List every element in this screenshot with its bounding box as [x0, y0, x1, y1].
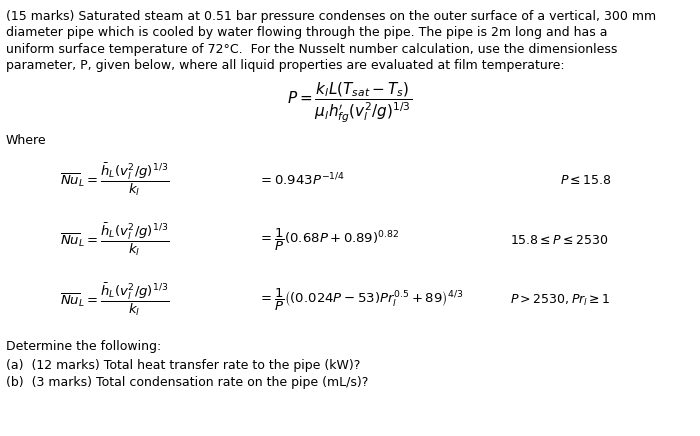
Text: $\overline{Nu}_{L} = \dfrac{\bar{h}_L(v_l^2/g)^{1/3}}{k_l}$: $\overline{Nu}_{L} = \dfrac{\bar{h}_L(v_… — [60, 222, 169, 258]
Text: $\overline{Nu}_{L} = \dfrac{\bar{h}_L(v_l^2/g)^{1/3}}{k_l}$: $\overline{Nu}_{L} = \dfrac{\bar{h}_L(v_… — [60, 162, 169, 198]
Text: $P = \dfrac{k_l L(T_{sat} - T_s)}{\mu_l h^{\prime}_{fg}(v_l^2/g)^{1/3}}$: $P = \dfrac{k_l L(T_{sat} - T_s)}{\mu_l … — [288, 80, 412, 125]
Text: $= 0.943P^{-1/4}$: $= 0.943P^{-1/4}$ — [258, 172, 345, 188]
Text: parameter, P, given below, where all liquid properties are evaluated at film tem: parameter, P, given below, where all liq… — [6, 59, 565, 72]
Text: (15 marks) Saturated steam at 0.51 bar pressure condenses on the outer surface o: (15 marks) Saturated steam at 0.51 bar p… — [6, 10, 656, 23]
Text: $\overline{Nu}_{L} = \dfrac{\bar{h}_L(v_l^2/g)^{1/3}}{k_l}$: $\overline{Nu}_{L} = \dfrac{\bar{h}_L(v_… — [60, 282, 169, 318]
Text: $15.8 \leq P \leq 2530$: $15.8 \leq P \leq 2530$ — [510, 234, 609, 246]
Text: (a)  (12 marks) Total heat transfer rate to the pipe (kW)?: (a) (12 marks) Total heat transfer rate … — [6, 359, 360, 372]
Text: (b)  (3 marks) Total condensation rate on the pipe (mL/s)?: (b) (3 marks) Total condensation rate on… — [6, 376, 368, 389]
Text: Determine the following:: Determine the following: — [6, 340, 161, 353]
Text: diameter pipe which is cooled by water flowing through the pipe. The pipe is 2m : diameter pipe which is cooled by water f… — [6, 27, 608, 40]
Text: uniform surface temperature of 72°C.  For the Nusselt number calculation, use th: uniform surface temperature of 72°C. For… — [6, 43, 617, 56]
Text: $P > 2530, Pr_l \geq 1$: $P > 2530, Pr_l \geq 1$ — [510, 293, 610, 307]
Text: $= \dfrac{1}{P}\left((0.024P - 53)Pr_l^{0.5} + 89\right)^{4/3}$: $= \dfrac{1}{P}\left((0.024P - 53)Pr_l^{… — [258, 287, 463, 313]
Text: $P \leq 15.8$: $P \leq 15.8$ — [560, 174, 612, 187]
Text: $= \dfrac{1}{P}(0.68P + 0.89)^{0.82}$: $= \dfrac{1}{P}(0.68P + 0.89)^{0.82}$ — [258, 227, 399, 253]
Text: Where: Where — [6, 134, 47, 147]
